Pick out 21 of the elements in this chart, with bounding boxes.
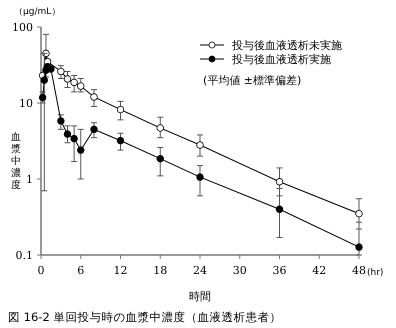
y-tick-label: 0.1 — [16, 249, 33, 262]
text: 図 16-2 単回投与時の血漿中濃度（血液透析患者） — [8, 310, 282, 324]
legend-label: 投与後血液透析実施 — [231, 53, 331, 66]
text: (hr) — [367, 268, 384, 278]
y-tick-label: 1 — [26, 173, 33, 186]
y-axis-title: 血漿中濃度 — [11, 131, 21, 191]
y-tick-label: 10 — [19, 97, 33, 110]
legend-label: 投与後血液透析未実施 — [231, 39, 342, 52]
y-tick-label: 100 — [12, 21, 33, 34]
x-tick-label: 6 — [77, 264, 84, 277]
x-axis-title: 時間 — [189, 290, 211, 303]
annotation: (平均値 ±標準偏差) — [203, 74, 302, 87]
x-tick-label: 36 — [272, 264, 286, 277]
x-tick-label: 24 — [193, 264, 207, 277]
x-tick-label: 30 — [232, 264, 247, 277]
x-tick-label: 0 — [38, 264, 44, 277]
x-tick-label: 48 — [352, 264, 366, 277]
x-tick-label: 42 — [312, 264, 326, 277]
text: （μg/mL） — [14, 7, 60, 17]
x-tick-label: 12 — [114, 264, 128, 277]
x-tick-label: 18 — [153, 264, 168, 277]
